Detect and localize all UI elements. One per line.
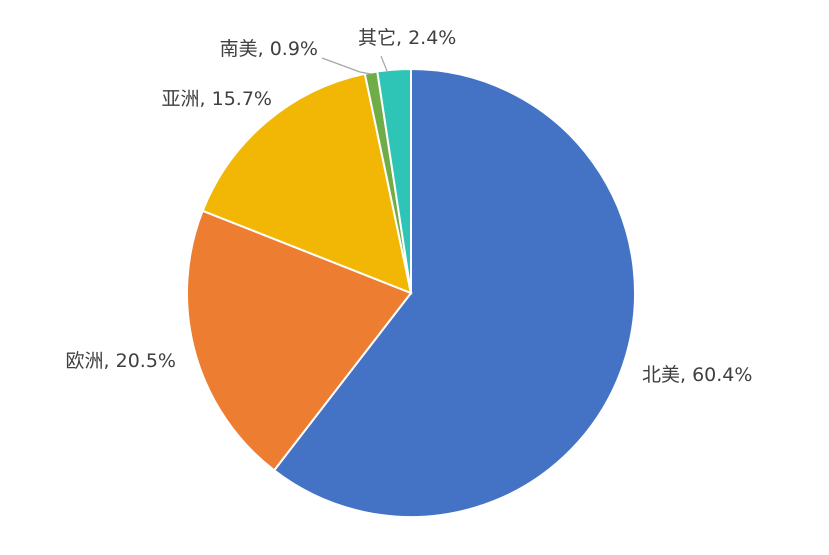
data-label-0: 北美, 60.4% bbox=[642, 364, 752, 386]
leader-line-4 bbox=[380, 55, 388, 72]
data-label-4: 其它, 2.4% bbox=[358, 27, 456, 49]
pie-slice-2 bbox=[201, 72, 413, 295]
pie-slice-0 bbox=[272, 67, 636, 518]
pie-slice-1 bbox=[186, 209, 413, 472]
data-label-2: 亚洲, 15.7% bbox=[162, 88, 272, 110]
pie-slice-4 bbox=[376, 67, 412, 294]
leader-line-3 bbox=[321, 57, 372, 75]
data-label-3: 南美, 0.9% bbox=[220, 38, 318, 60]
data-label-1: 欧洲, 20.5% bbox=[66, 350, 176, 372]
